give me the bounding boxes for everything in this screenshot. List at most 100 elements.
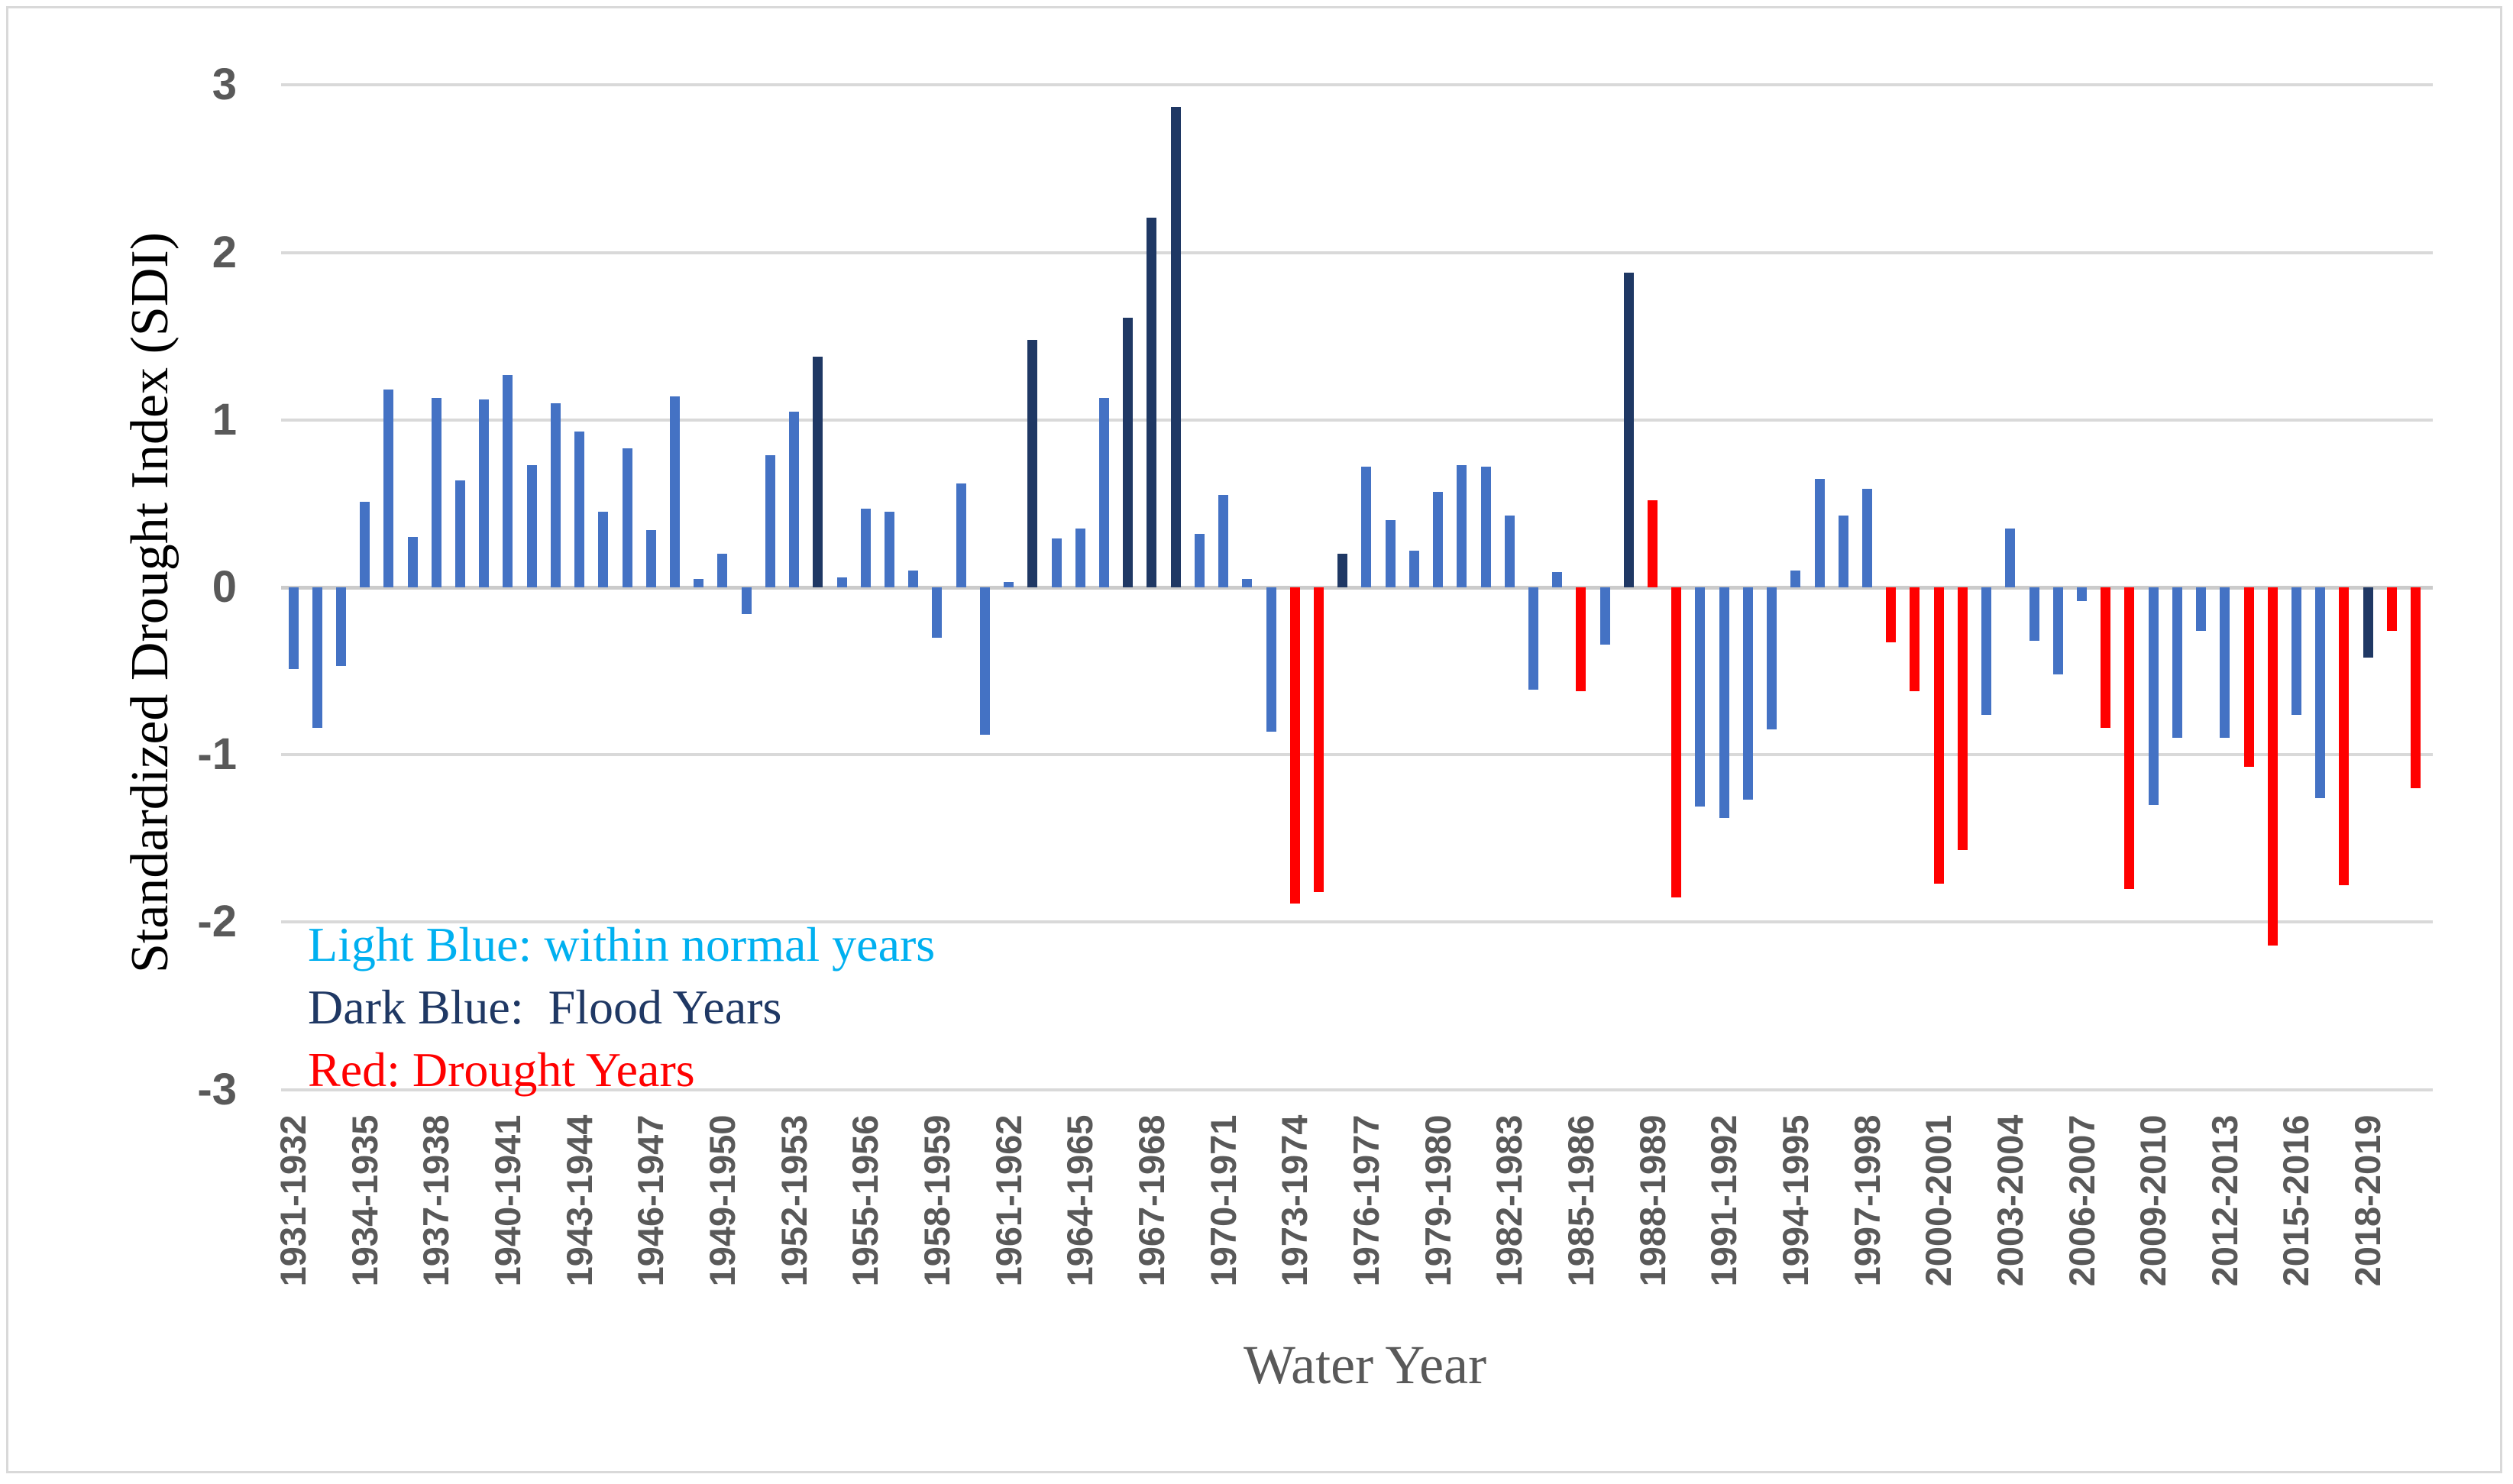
bar-1931-1932 bbox=[288, 587, 299, 670]
x-tick-label: 1955-1956 bbox=[845, 1114, 886, 1287]
bar-1992-1993 bbox=[1742, 587, 1753, 800]
y-tick-label: 1 bbox=[212, 394, 237, 445]
bar-1987-1988 bbox=[1623, 272, 1634, 587]
x-tick-label: 2009-2010 bbox=[2133, 1114, 2174, 1287]
y-tick-label: -3 bbox=[197, 1064, 237, 1114]
bar-1999-2000 bbox=[1910, 587, 1920, 691]
bar-1974-1975 bbox=[1313, 587, 1324, 892]
x-tick-label: 1976-1977 bbox=[1345, 1114, 1386, 1287]
bar-1994-1995 bbox=[1790, 571, 1801, 587]
x-tick-label: 1970-1971 bbox=[1202, 1114, 1244, 1287]
x-tick-label: 1934-1935 bbox=[344, 1114, 385, 1287]
bar-1975-1976 bbox=[1337, 554, 1348, 587]
bar-1936-1937 bbox=[407, 537, 418, 587]
chart-frame: 3 2 1 0 -1 -2 -3 1931-1932 1934-1935 1937-1938 19… bbox=[6, 6, 2502, 1473]
bar-1949-1950 bbox=[717, 554, 728, 587]
bar-1944-1945 bbox=[598, 512, 609, 587]
bar-2016-2017 bbox=[2315, 587, 2326, 799]
bar-1963-1964 bbox=[1051, 538, 1062, 587]
bar-1969-1970 bbox=[1194, 533, 1205, 587]
bar-2013-2014 bbox=[2243, 587, 2254, 767]
x-tick-label: 1949-1950 bbox=[701, 1114, 742, 1287]
x-tick-label: 1952-1953 bbox=[773, 1114, 814, 1287]
bar-1980-1981 bbox=[1457, 464, 1467, 587]
bar-1971-1972 bbox=[1242, 579, 1253, 587]
bar-1937-1938 bbox=[431, 398, 441, 587]
bar-1985-1986 bbox=[1576, 587, 1586, 691]
bar-1956-1957 bbox=[885, 512, 894, 587]
bar-2011-2012 bbox=[2196, 587, 2207, 631]
bar-1983-1984 bbox=[1528, 587, 1538, 690]
bar-1934-1935 bbox=[360, 502, 370, 587]
x-tick-label: 2015-2016 bbox=[2275, 1114, 2317, 1287]
bar-1946-1947 bbox=[645, 530, 656, 587]
legend-flood-years: Dark Blue: Flood Years bbox=[308, 980, 782, 1034]
bar-1948-1949 bbox=[694, 579, 704, 587]
bar-1954-1955 bbox=[836, 577, 847, 587]
bar-2012-2013 bbox=[2220, 587, 2230, 739]
x-tick-label: 1964-1965 bbox=[1059, 1114, 1101, 1287]
bar-1979-1980 bbox=[1433, 492, 1444, 587]
x-tick-label: 2000-2001 bbox=[1918, 1114, 1959, 1287]
x-tick-label: 1985-1986 bbox=[1560, 1114, 1601, 1287]
gridline bbox=[281, 83, 2433, 87]
bar-2007-2008 bbox=[2101, 587, 2111, 729]
bar-2002-2003 bbox=[1981, 587, 1992, 715]
bar-1990-1991 bbox=[1695, 587, 1706, 807]
bar-2003-2004 bbox=[2005, 529, 2016, 587]
bar-2010-2011 bbox=[2172, 587, 2182, 739]
bar-1942-1943 bbox=[550, 403, 561, 587]
x-tick-label: 1961-1962 bbox=[988, 1114, 1029, 1287]
bar-1970-1971 bbox=[1218, 495, 1229, 587]
gridline bbox=[281, 920, 2433, 924]
bar-1996-1997 bbox=[1838, 515, 1848, 587]
bar-2000-2001 bbox=[1933, 587, 1944, 884]
gridline bbox=[281, 251, 2433, 254]
x-tick-label: 1940-1941 bbox=[487, 1114, 528, 1287]
bar-1962-1963 bbox=[1027, 339, 1038, 587]
bar-1941-1942 bbox=[526, 464, 537, 587]
x-tick-label: 1937-1938 bbox=[416, 1114, 457, 1287]
x-tick-label: 1979-1980 bbox=[1417, 1114, 1458, 1287]
y-tick-label: -2 bbox=[197, 897, 237, 947]
x-tick-label: 1988-1989 bbox=[1632, 1114, 1673, 1287]
bar-1940-1941 bbox=[503, 374, 513, 587]
bar-1967-1968 bbox=[1147, 217, 1157, 587]
bar-1997-1998 bbox=[1862, 488, 1873, 587]
bar-1943-1944 bbox=[574, 432, 585, 587]
bar-1998-1999 bbox=[1886, 587, 1897, 643]
bar-2005-2006 bbox=[2052, 587, 2063, 674]
bar-1976-1977 bbox=[1361, 467, 1372, 587]
bar-1984-1985 bbox=[1552, 572, 1563, 587]
bar-2019-2020 bbox=[2386, 587, 2397, 631]
bar-1960-1961 bbox=[979, 587, 990, 735]
x-tick-label: 1991-1992 bbox=[1703, 1114, 1745, 1287]
y-tick-label: -1 bbox=[197, 729, 237, 780]
bar-2014-2015 bbox=[2267, 587, 2278, 946]
bar-1952-1953 bbox=[789, 411, 800, 587]
bar-1978-1979 bbox=[1409, 550, 1419, 587]
bar-2020-2021 bbox=[2411, 587, 2421, 789]
x-tick-label: 1967-1968 bbox=[1130, 1114, 1172, 1287]
bar-1933-1934 bbox=[335, 587, 346, 667]
bar-2018-2019 bbox=[2363, 587, 2373, 658]
bar-2008-2009 bbox=[2124, 587, 2135, 889]
bar-1972-1973 bbox=[1266, 587, 1276, 732]
x-tick-label: 1994-1995 bbox=[1774, 1114, 1816, 1287]
x-tick-label: 1958-1959 bbox=[916, 1114, 957, 1287]
bar-1989-1990 bbox=[1671, 587, 1682, 897]
y-tick-label: 3 bbox=[212, 60, 237, 110]
bar-1993-1994 bbox=[1767, 587, 1777, 730]
bar-2017-2018 bbox=[2339, 587, 2350, 886]
bar-1939-1940 bbox=[479, 399, 490, 587]
bar-1938-1939 bbox=[455, 480, 466, 587]
bar-1981-1982 bbox=[1480, 467, 1491, 587]
bar-1959-1960 bbox=[956, 483, 966, 587]
bar-1968-1969 bbox=[1170, 106, 1181, 587]
bar-2009-2010 bbox=[2148, 587, 2159, 805]
bar-1965-1966 bbox=[1098, 398, 1109, 587]
x-tick-label: 1997-1998 bbox=[1846, 1114, 1887, 1287]
x-tick-label: 1931-1932 bbox=[273, 1114, 313, 1287]
x-tick-label: 1973-1974 bbox=[1274, 1114, 1315, 1287]
bar-1953-1954 bbox=[813, 356, 823, 587]
